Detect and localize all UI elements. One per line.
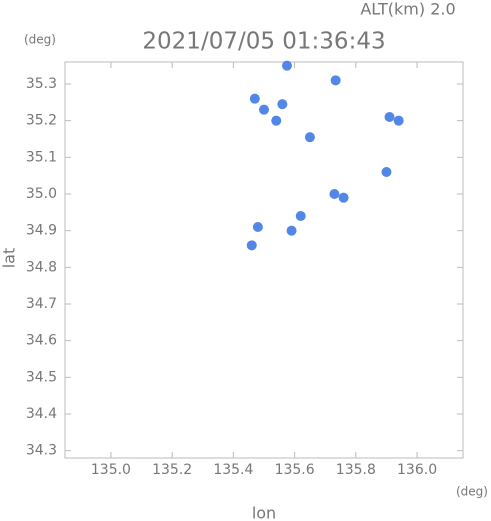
chart-title: 2021/07/05 01:36:43: [142, 29, 385, 55]
y-unit: (deg): [24, 33, 56, 47]
x-tick-label: 135.4: [213, 462, 253, 478]
echo-cell: [381, 167, 392, 177]
x-axis-label: lon: [252, 504, 276, 521]
echo-cell: [246, 240, 257, 251]
y-tick-label: 34.8: [26, 259, 57, 275]
x-tick-label: 136.0: [397, 462, 437, 478]
y-tick-label: 35.2: [26, 113, 57, 129]
x-tick-label: 135.2: [152, 462, 192, 478]
x-unit: (deg): [456, 485, 488, 499]
x-tick-label: 135.8: [336, 462, 376, 478]
y-tick-label: 34.9: [26, 223, 57, 239]
altitude-label: ALT(km) 2.0: [360, 0, 455, 19]
echo-cell: [259, 104, 269, 115]
echo-cell: [271, 115, 282, 126]
x-tick-label: 135.6: [275, 462, 315, 478]
y-tick-label: 34.6: [26, 333, 57, 349]
x-tick-label: 135.0: [91, 462, 131, 478]
echo-cell: [281, 60, 292, 71]
plot-frame: [64, 61, 464, 459]
y-tick-label: 34.7: [26, 296, 57, 312]
y-axis-label: lat: [0, 248, 19, 269]
echo-cell: [384, 112, 395, 122]
y-tick-label: 35.1: [26, 149, 57, 165]
echo-cell: [286, 225, 297, 236]
y-tick-label: 35.3: [26, 76, 57, 92]
echo-cell: [338, 192, 349, 203]
echo-cell: [277, 99, 288, 110]
y-tick-label: 35.0: [26, 186, 57, 202]
echo-cell: [330, 75, 341, 86]
echo-cell: [329, 189, 340, 199]
echo-cell: [304, 132, 315, 143]
y-tick-label: 34.4: [26, 406, 57, 422]
echo-cell: [393, 115, 404, 126]
echo-cell: [252, 222, 263, 232]
echo-cell: [249, 93, 260, 104]
y-tick-label: 34.3: [26, 443, 57, 459]
echo-cell: [295, 211, 306, 221]
y-tick-label: 34.5: [26, 369, 57, 385]
